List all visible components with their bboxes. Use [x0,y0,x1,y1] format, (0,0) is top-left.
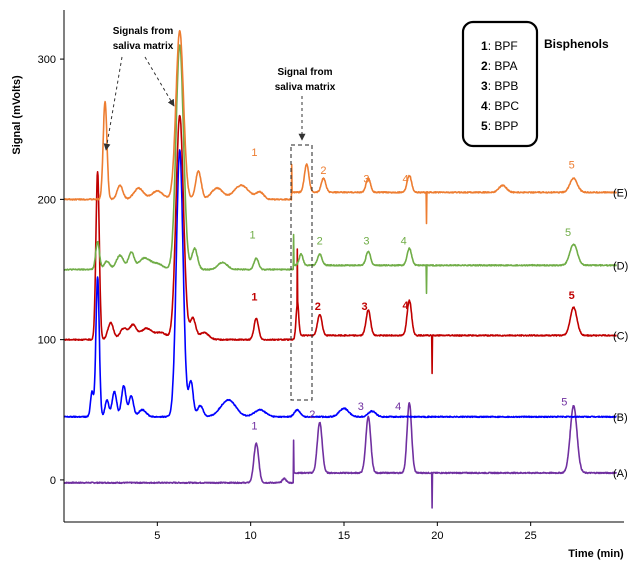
x-tick-label: 25 [525,530,537,542]
trace-line-c [64,114,617,375]
x-tick-label: 15 [338,530,350,542]
peak-label: 1 [251,147,257,159]
legend-entry-name: : BPA [488,59,518,73]
legend-entry-number: 4 [481,99,488,113]
legend-box [461,20,539,148]
legend-entry: 2: BPA [481,59,517,73]
annotation-signals-line1: Signals from [113,26,174,37]
legend-entry-name: : BPB [488,79,519,93]
peak-label: 5 [565,227,571,239]
annotation-signal-line2: saliva matrix [275,82,336,93]
legend-entry-number: 1 [481,39,488,53]
x-tick-label: 10 [245,530,257,542]
y-tick-label: 0 [50,475,56,487]
x-tick-label: 20 [431,530,443,542]
peak-label: 2 [317,235,323,247]
legend-entry: 5: BPP [481,119,518,133]
x-axis-title: Time (min) [568,548,624,560]
legend-entry: 3: BPB [481,79,518,93]
y-tick-label: 100 [38,335,56,347]
x-ticks-group: 5 10 15 20 25 [154,522,537,542]
trace-labels-group: (A) (B) (C) (D) (E) [613,187,628,480]
peak-label: 3 [361,301,367,313]
peak-label: 4 [403,300,410,312]
annotation-arrow-1 [103,56,123,151]
peak-label: 3 [363,235,369,247]
trace-line-a [64,402,618,509]
legend-entry-name: : BPC [488,99,520,113]
peak-label: 1 [251,291,257,303]
peak-label: 5 [569,290,575,302]
peak-label: 5 [569,160,575,172]
legend-title: Bisphenols [544,37,609,51]
annotation-arrow-2 [144,56,175,107]
trace-label: (B) [613,412,628,424]
trace-label: (E) [613,187,628,199]
peak-label: 2 [309,409,315,421]
annotation-signals-line2: saliva matrix [113,41,174,52]
legend-entry-name: : BPP [488,119,519,133]
annotation-signal-line1: Signal from [277,67,332,78]
peak-label: 3 [363,174,369,186]
legend-entry: 1: BPF [481,39,518,53]
peak-label: 2 [320,165,326,177]
matrix-signal-dashed-box [290,144,313,401]
trace-label: (A) [613,468,628,480]
y-ticks-group: 0 100 200 300 [38,54,64,487]
y-tick-label: 300 [38,54,56,66]
trace-line-b [64,149,617,419]
trace-label: (D) [613,260,628,272]
peak-labels-group: 1 2 3 4 5 1 2 3 4 5 1 2 3 4 5 1 2 3 4 5 [249,147,574,433]
peak-label: 3 [358,401,364,413]
peak-label: 4 [401,235,407,247]
y-tick-label: 200 [38,194,56,206]
peak-label: 2 [315,301,321,313]
x-tick-label: 5 [154,530,160,542]
legend-entry-number: 5 [481,119,488,133]
trace-label: (C) [613,330,628,342]
legend-entry-name: : BPF [488,39,518,53]
legend-entry-number: 2 [481,59,488,73]
peak-label: 4 [403,174,409,186]
y-axis-title: Signal (mVolts) [11,75,23,155]
peak-label: 5 [561,397,567,409]
traces-group [64,29,618,509]
trace-line-e [64,29,618,225]
peak-label: 4 [395,401,401,413]
legend-entry-number: 3 [481,79,488,93]
legend-entry: 4: BPC [481,99,519,113]
peak-label: 1 [249,230,255,242]
trace-line-d [64,44,617,295]
peak-label: 1 [251,420,257,432]
